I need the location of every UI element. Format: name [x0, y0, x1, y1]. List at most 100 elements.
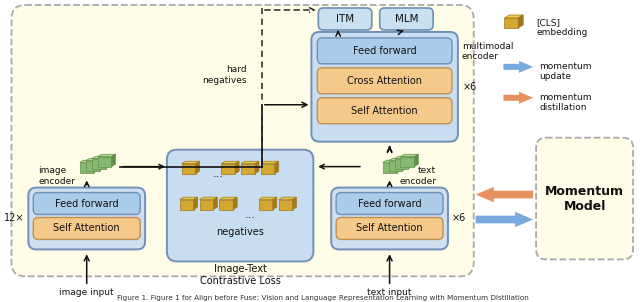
Polygon shape	[92, 159, 106, 169]
Polygon shape	[279, 197, 296, 200]
Polygon shape	[98, 154, 115, 157]
Polygon shape	[93, 160, 98, 173]
Polygon shape	[213, 197, 218, 210]
Polygon shape	[241, 164, 255, 174]
Polygon shape	[100, 158, 104, 171]
Polygon shape	[111, 154, 115, 167]
Polygon shape	[194, 197, 198, 210]
Text: negatives: negatives	[216, 227, 264, 237]
Polygon shape	[275, 161, 279, 174]
Text: momentum
distillation: momentum distillation	[539, 93, 591, 112]
Polygon shape	[394, 156, 412, 159]
Polygon shape	[259, 197, 276, 200]
Polygon shape	[383, 160, 401, 163]
FancyBboxPatch shape	[167, 150, 314, 262]
Text: Self Attention: Self Attention	[351, 106, 418, 116]
Polygon shape	[504, 61, 533, 73]
Polygon shape	[180, 197, 198, 200]
Polygon shape	[241, 161, 259, 164]
Polygon shape	[292, 197, 296, 210]
FancyBboxPatch shape	[28, 188, 145, 249]
FancyBboxPatch shape	[317, 38, 452, 64]
Polygon shape	[233, 197, 237, 210]
Polygon shape	[518, 15, 524, 28]
Polygon shape	[92, 156, 109, 159]
FancyBboxPatch shape	[33, 193, 140, 214]
Text: MLM: MLM	[395, 14, 418, 24]
Polygon shape	[255, 161, 259, 174]
FancyBboxPatch shape	[336, 217, 443, 239]
Polygon shape	[80, 160, 98, 163]
Polygon shape	[403, 158, 406, 171]
Polygon shape	[408, 156, 412, 169]
Polygon shape	[273, 197, 276, 210]
Polygon shape	[196, 161, 200, 174]
Polygon shape	[504, 18, 518, 28]
Text: Feed forward: Feed forward	[353, 46, 417, 56]
Polygon shape	[86, 158, 104, 161]
Polygon shape	[200, 200, 213, 210]
Text: ×6: ×6	[452, 214, 466, 223]
Polygon shape	[182, 161, 200, 164]
FancyBboxPatch shape	[312, 32, 458, 142]
FancyBboxPatch shape	[318, 8, 372, 30]
Text: 12×: 12×	[4, 214, 24, 223]
Text: text input: text input	[367, 288, 412, 297]
Polygon shape	[220, 200, 233, 210]
Polygon shape	[106, 156, 109, 169]
FancyBboxPatch shape	[317, 98, 452, 124]
Text: ...: ...	[244, 210, 255, 220]
FancyBboxPatch shape	[33, 217, 140, 239]
Polygon shape	[220, 197, 237, 200]
Polygon shape	[476, 212, 533, 227]
Polygon shape	[504, 92, 533, 104]
FancyBboxPatch shape	[317, 68, 452, 94]
Text: image input: image input	[60, 288, 114, 297]
Text: Image-Text
Contrastive Loss: Image-Text Contrastive Loss	[200, 264, 280, 286]
Polygon shape	[401, 154, 419, 157]
Text: ×6: ×6	[463, 82, 477, 92]
Polygon shape	[394, 159, 408, 169]
Text: Figure 1. Figure 1 for Align before Fuse: Vision and Language Representation Lea: Figure 1. Figure 1 for Align before Fuse…	[117, 295, 529, 301]
Polygon shape	[383, 163, 397, 173]
Text: multimodal
encoder: multimodal encoder	[462, 42, 513, 61]
Polygon shape	[221, 164, 235, 174]
Polygon shape	[388, 158, 406, 161]
Polygon shape	[200, 197, 218, 200]
Polygon shape	[180, 200, 194, 210]
Polygon shape	[259, 200, 273, 210]
Polygon shape	[476, 187, 533, 202]
FancyBboxPatch shape	[12, 5, 474, 276]
Text: Momentum
Model: Momentum Model	[545, 185, 624, 213]
Text: ...: ...	[213, 169, 224, 178]
Polygon shape	[279, 200, 292, 210]
Polygon shape	[388, 161, 403, 171]
Polygon shape	[98, 157, 111, 167]
Text: Self Attention: Self Attention	[356, 223, 423, 233]
Text: momentum
update: momentum update	[539, 62, 591, 81]
Polygon shape	[221, 161, 239, 164]
Polygon shape	[80, 163, 93, 173]
Polygon shape	[504, 15, 524, 18]
FancyBboxPatch shape	[536, 138, 633, 259]
Text: [CLS]
embedding: [CLS] embedding	[536, 18, 588, 37]
Polygon shape	[86, 161, 100, 171]
Text: Self Attention: Self Attention	[53, 223, 120, 233]
Polygon shape	[401, 157, 414, 167]
Polygon shape	[261, 161, 279, 164]
Polygon shape	[261, 164, 275, 174]
FancyBboxPatch shape	[331, 188, 448, 249]
Text: Feed forward: Feed forward	[358, 198, 421, 209]
Text: text
encoder: text encoder	[399, 166, 436, 185]
Polygon shape	[397, 160, 401, 173]
FancyBboxPatch shape	[336, 193, 443, 214]
FancyBboxPatch shape	[380, 8, 433, 30]
Polygon shape	[235, 161, 239, 174]
Text: Cross Attention: Cross Attention	[347, 76, 422, 86]
Text: image
encoder: image encoder	[38, 166, 76, 185]
Text: Feed forward: Feed forward	[55, 198, 118, 209]
Text: ITM: ITM	[336, 14, 354, 24]
Polygon shape	[414, 154, 419, 167]
Text: hard
negatives: hard negatives	[203, 65, 247, 85]
Polygon shape	[182, 164, 196, 174]
